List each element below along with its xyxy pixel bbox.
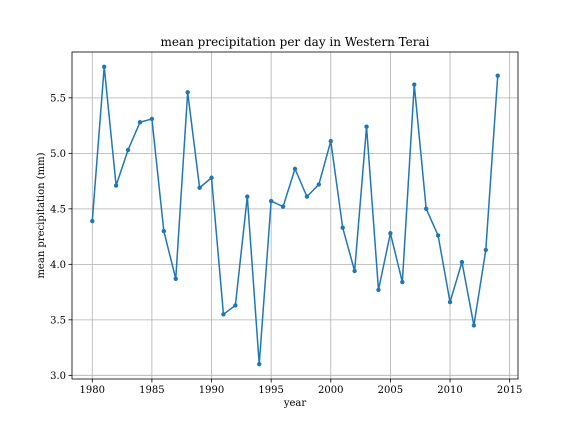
y-tick-label: 3.5 [50,315,66,326]
x-tick-label: 1995 [258,385,283,396]
data-point [364,124,369,129]
data-point [423,206,429,212]
data-point [376,287,381,293]
data-point [471,323,477,328]
data-point [340,225,345,230]
data-point [435,233,441,238]
y-tick-label: 4.5 [50,204,66,215]
data-point [197,185,202,190]
x-tick-label: 2005 [378,385,403,396]
x-axis-label: year [283,398,307,409]
data-point [328,138,333,144]
data-point [483,247,489,253]
x-tick-label: 2015 [497,385,522,396]
data-point [412,82,417,87]
plot-area [71,51,519,380]
x-tick-label: 2000 [318,385,343,396]
y-tick-label: 4.0 [50,260,66,271]
data-point [245,194,250,199]
data-point [125,147,131,153]
data-point [352,268,357,274]
data-point [304,194,310,199]
data-point [161,228,167,234]
data-point [173,276,178,281]
data-point [221,312,226,317]
x-tick-label: 1985 [139,385,164,396]
data-point [316,182,322,187]
data-point [209,175,214,180]
y-tick-label: 5.5 [50,93,66,104]
data-point [257,362,262,367]
data-point [149,116,155,122]
data-point [90,218,95,224]
y-axis: 3.0 3.5 4.0 4.5 5.0 5.5 [50,93,72,382]
y-tick-label: 5.0 [50,149,66,160]
x-tick-label: 2010 [437,385,462,396]
data-point [101,64,107,69]
y-axis-label: mean precipitation (mm) [36,152,47,278]
series-layer [90,64,500,367]
data-point [447,299,453,305]
x-tick-label: 1990 [199,385,224,396]
data-point [459,259,465,265]
data-point [495,73,500,78]
x-axis: 1980 1985 1990 1995 2000 2005 2010 2015 [80,379,522,396]
chart-title: mean precipitation per day in Western Te… [160,35,429,49]
data-point [113,183,119,188]
data-point [268,198,274,204]
plot-frame [71,51,519,380]
data-point [400,279,405,285]
data-point [280,204,286,209]
data-point [185,90,190,95]
data-point [292,166,298,172]
x-tick-label: 1980 [80,385,105,396]
plot-background [72,52,518,379]
data-point [388,231,393,236]
y-tick-label: 3.0 [50,371,66,382]
data-point [137,120,143,125]
data-point [233,303,238,308]
